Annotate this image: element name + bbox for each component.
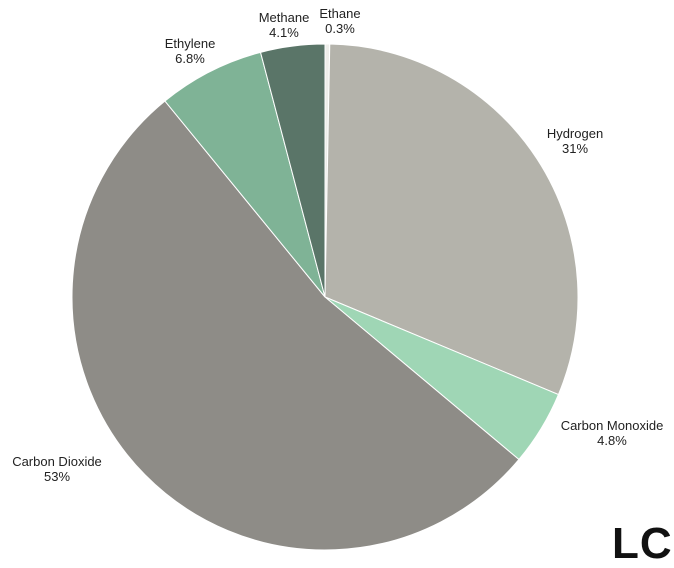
slice-ethylene bbox=[164, 51, 326, 298]
slice-label-carbon-dioxide: Carbon Dioxide bbox=[12, 454, 102, 469]
pie-slices bbox=[71, 43, 579, 550]
slice-carbon-dioxide bbox=[71, 100, 520, 550]
slice-label-hydrogen: Hydrogen bbox=[547, 126, 603, 141]
slice-methane bbox=[259, 43, 326, 298]
slice-value-methane: 4.1% bbox=[269, 25, 299, 40]
slice-label-carbon-monoxide: Carbon Monoxide bbox=[561, 418, 664, 433]
corner-partial-text: LC bbox=[612, 519, 673, 568]
slice-hydrogen bbox=[324, 43, 579, 396]
slice-value-ethylene: 6.8% bbox=[175, 51, 205, 66]
slice-label-methane: Methane bbox=[259, 10, 310, 25]
slice-label-ethylene: Ethylene bbox=[165, 36, 216, 51]
slice-value-carbon-monoxide: 4.8% bbox=[597, 433, 627, 448]
slice-value-ethane: 0.3% bbox=[325, 21, 355, 36]
slice-value-hydrogen: 31% bbox=[562, 141, 588, 156]
slice-value-carbon-dioxide: 53% bbox=[44, 469, 70, 484]
slice-label-ethane: Ethane bbox=[319, 6, 360, 21]
